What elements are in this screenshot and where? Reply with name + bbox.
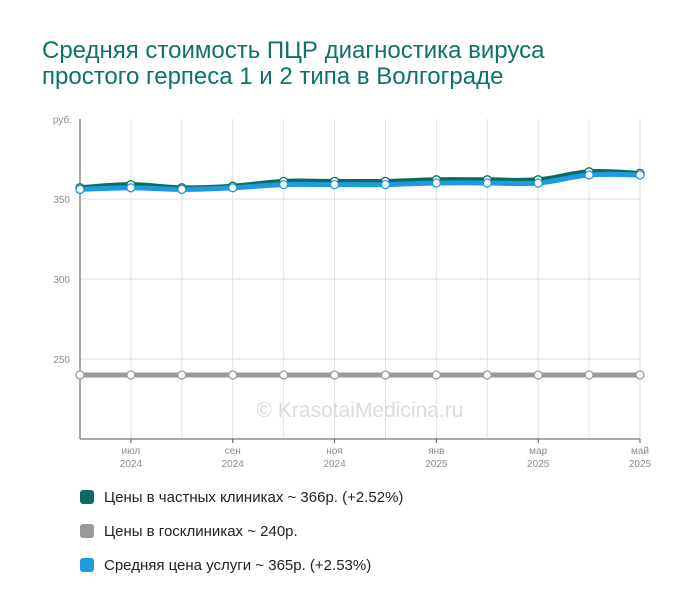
data-point-public	[482, 370, 492, 380]
y-tick-label: 250	[53, 355, 70, 366]
x-tick-label-year: 2024	[222, 459, 245, 470]
legend-swatch-public	[80, 524, 94, 538]
data-point-average	[126, 183, 136, 193]
data-point-public	[584, 370, 594, 380]
chart-title-line-2: простого герпеса 1 и 2 типа в Волгограде	[42, 63, 504, 90]
legend-label-public: Цены в госклиниках ~ 240р.	[104, 523, 298, 540]
data-point-average	[380, 179, 391, 190]
data-point-average	[584, 170, 594, 180]
x-tick-label-year: 2025	[527, 459, 550, 470]
data-point-public	[380, 370, 391, 380]
x-tick-label-year: 2025	[425, 459, 448, 470]
x-tick-label-year: 2025	[629, 459, 652, 470]
data-point-average	[278, 179, 289, 190]
y-tick-label: 350	[53, 195, 70, 206]
chart-title: Средняя стоимость ПЦР диагностика вируса…	[42, 38, 662, 90]
data-point-average	[177, 184, 187, 195]
x-tick-label-month: ноя	[326, 446, 343, 457]
legend-label-average: Средняя цена услуги ~ 365р. (+2.53%)	[104, 557, 372, 574]
x-tick-label-month: янв	[428, 446, 444, 457]
data-point-average	[228, 183, 238, 193]
x-tick-label-month: мар	[529, 446, 547, 457]
x-tick-label-month: сен	[225, 446, 241, 457]
data-point-average	[482, 178, 492, 188]
y-tick-label: 300	[53, 275, 70, 286]
watermark-text: © KrasotaiMedicina.ru	[257, 399, 464, 422]
data-point-average	[635, 170, 645, 180]
data-point-public	[177, 370, 187, 380]
data-point-public	[75, 370, 85, 380]
data-point-average	[329, 179, 340, 190]
data-point-public	[278, 370, 289, 380]
data-point-public	[126, 370, 136, 380]
data-point-public	[635, 370, 645, 380]
x-tick-label-month: июл	[122, 446, 141, 457]
x-tick-label-month: май	[631, 446, 649, 457]
data-point-average	[533, 178, 543, 188]
data-point-average	[431, 178, 442, 188]
legend-swatch-average	[80, 558, 94, 572]
x-tick-label-year: 2024	[120, 459, 143, 470]
legend-swatch-private	[80, 490, 94, 504]
y-axis-unit-label: руб.	[53, 114, 72, 126]
data-point-public	[329, 370, 340, 380]
legend-label-private: Цены в частных клиниках ~ 366р. (+2.52%)	[104, 489, 404, 506]
x-tick-label-year: 2024	[323, 459, 346, 470]
chart-title-line-1: Средняя стоимость ПЦР диагностика вируса	[42, 37, 545, 64]
data-point-public	[431, 370, 442, 380]
data-point-public	[533, 370, 543, 380]
data-point-public	[228, 370, 238, 380]
data-point-average	[75, 184, 85, 195]
